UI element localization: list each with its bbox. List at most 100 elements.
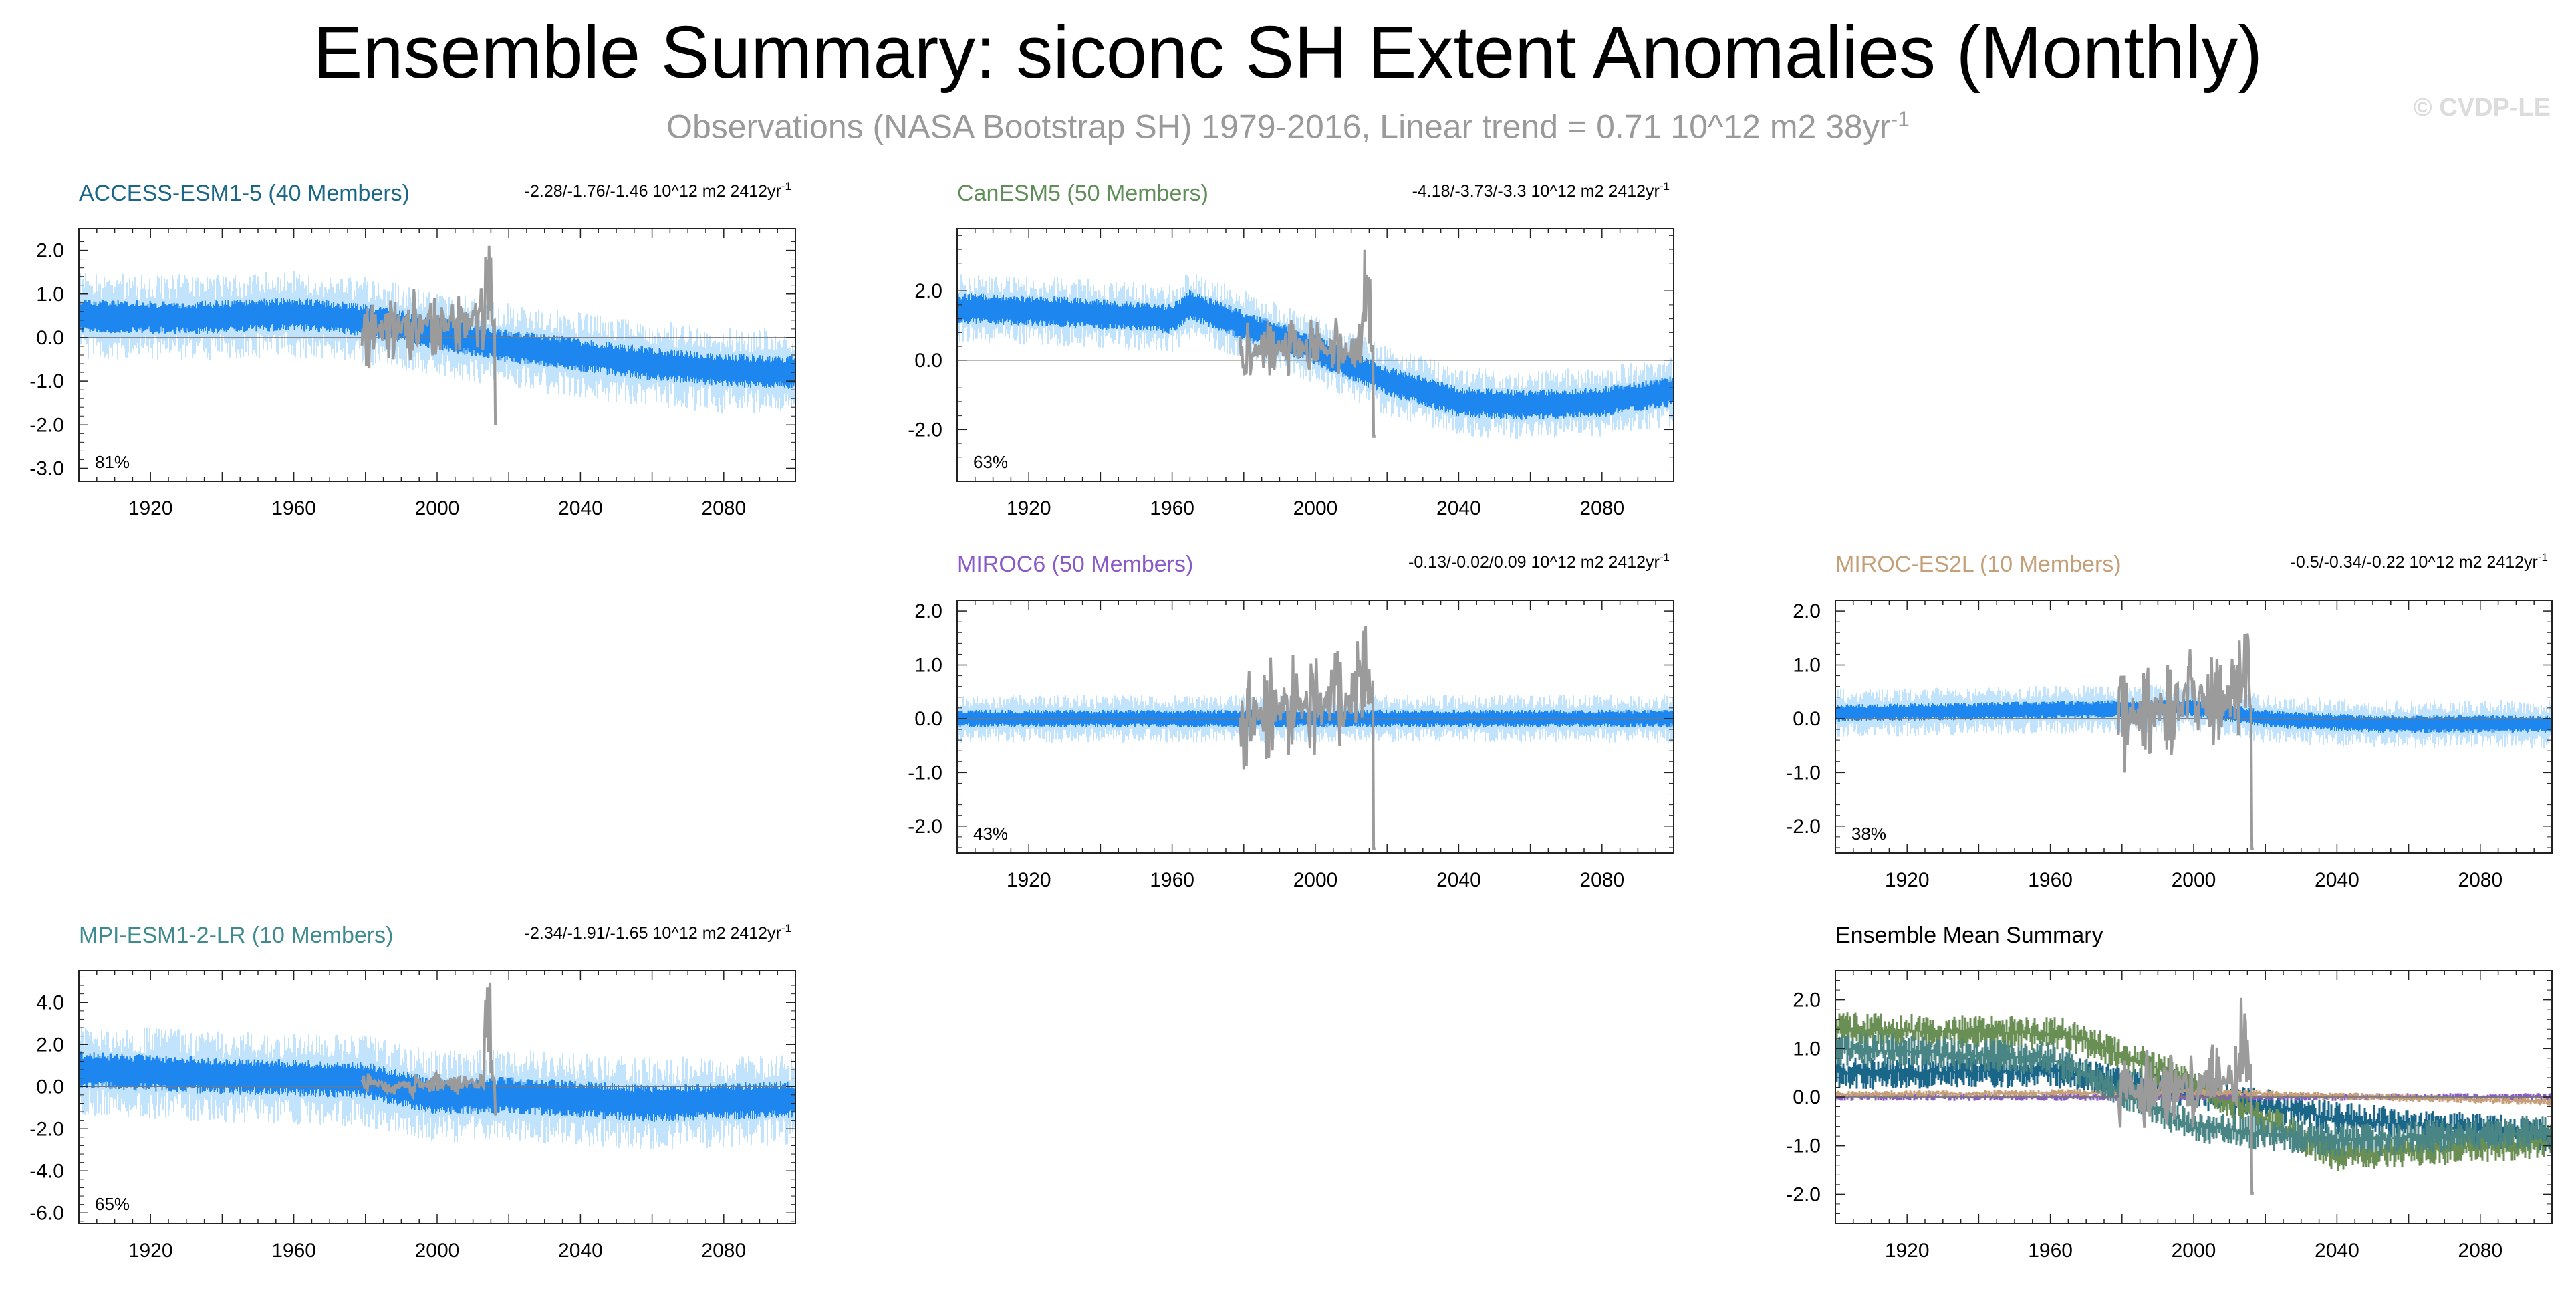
observations-line [360,245,497,425]
x-tick-label: 2080 [701,1240,746,1262]
chart-title: MIROC-ES2L (10 Members) [1835,552,2121,577]
page-subtitle: Observations (NASA Bootstrap SH) 1979-20… [0,99,2576,147]
y-tick-label: 2.0 [914,280,942,302]
plot-area [957,626,1674,850]
chart-mirocesl: 1920 1960 2000 2040 2080 2.0 1.0 0.0 -1.0 -2.0 MIR… [1786,551,2553,891]
observations-line [2117,997,2254,1195]
x-tick-label: 1920 [128,497,173,519]
x-tick-label: 2040 [558,497,603,519]
corner-percent-label: 81% [95,452,130,472]
y-tick-label: -1.0 [1786,1135,1821,1157]
x-tick-label: 1960 [1150,869,1194,891]
x-tick-label: 2000 [1293,497,1338,519]
x-tick-label: 1960 [2028,869,2073,891]
ensemble-band [79,1051,795,1122]
x-tick-label: 2040 [2315,1240,2359,1262]
observations-line [1239,249,1376,438]
y-tick-label: -1.0 [1786,761,1821,784]
corner-percent-label: 65% [95,1194,130,1214]
plot-area [957,249,1674,439]
trend-label-text: -0.13/-0.02/0.09 10^12 m2 2412yr [1408,553,1660,572]
y-tick-label: 0.0 [36,1076,64,1098]
y-tick-label: 1.0 [1793,1038,1821,1060]
plot-area [79,245,795,425]
x-tick-label: 1960 [2028,1240,2073,1262]
trend-label: -4.18/-3.73/-3.3 10^12 m2 2412yr-1 [1412,180,1670,201]
y-tick-label: -2.0 [1786,1183,1821,1205]
x-tick-label: 2000 [2172,1240,2216,1262]
plot-area [79,982,795,1149]
y-tick-label: 2.0 [36,1034,64,1056]
x-tick-label: 1960 [1150,497,1194,519]
chart-title: ACCESS-ESM1-5 (40 Members) [79,181,410,206]
x-tick-label: 2080 [2458,869,2502,891]
y-tick-label: 2.0 [914,600,942,622]
y-tick-label: 1.0 [36,283,64,306]
x-tick-label: 1960 [271,497,316,519]
trend-label: -2.34/-1.91/-1.65 10^12 m2 2412yr-1 [525,922,791,943]
trend-label-text: -4.18/-3.73/-3.3 10^12 m2 2412yr [1412,182,1660,201]
x-tick-label: 2000 [1293,869,1338,891]
trend-label-exponent: -1 [781,180,791,193]
y-tick-label: 0.0 [1793,708,1821,730]
y-tick-label: 1.0 [1793,655,1821,677]
y-tick-label: 0.0 [914,350,942,372]
y-tick-label: -2.0 [908,419,942,441]
x-tick-label: 1920 [1885,1240,1930,1262]
observations-line [2117,633,2254,850]
ensemble-band [957,289,1674,420]
trend-label-text: -2.34/-1.91/-1.65 10^12 m2 2412yr [525,924,781,943]
y-tick-label: 2.0 [1793,989,1821,1012]
observations-line [360,982,497,1116]
y-tick-label: 1.0 [914,655,942,677]
chart-miroc6: 1920 1960 2000 2040 2080 2.0 1.0 0.0 -1.0 -2.0 MIR… [908,551,1674,891]
corner-percent-label: 63% [973,452,1008,472]
y-tick-label: -4.0 [29,1160,64,1182]
plot-area [1835,997,2552,1195]
y-tick-label: -2.0 [1786,816,1821,838]
y-tick-label: -2.0 [29,1118,64,1140]
chart-ensmean: 1920 1960 2000 2040 2080 2.0 1.0 0.0 -1.0 -2.0 Ens… [1786,923,2553,1262]
x-tick-label: 1920 [1885,869,1930,891]
chart-title: Ensemble Mean Summary [1835,923,2103,948]
x-tick-label: 2040 [1436,497,1481,519]
page-title: Ensemble Summary: siconc SH Extent Anoma… [313,11,2263,94]
x-tick-label: 2080 [1579,869,1624,891]
y-tick-label: -1.0 [29,370,64,392]
series-mpi-esm1-2-lr [1835,1033,2552,1157]
y-tick-label: -2.0 [908,816,942,838]
y-tick-label: 0.0 [36,327,64,349]
y-tick-label: -6.0 [29,1202,64,1224]
chart-title: CanESM5 (50 Members) [957,181,1208,206]
trend-label-exponent: -1 [781,922,791,935]
y-tick-label: 2.0 [36,240,64,262]
trend-label-exponent: -1 [2538,551,2548,564]
x-tick-label: 2040 [1436,869,1481,891]
chart-mpi: 1920 1960 2000 2040 2080 4.0 2.0 0.0 -2.0 -4.0 -6.… [29,922,796,1262]
x-tick-label: 2000 [2172,869,2216,891]
x-tick-label: 1960 [271,1240,316,1262]
trend-label-exponent: -1 [1660,551,1670,564]
trend-label: -0.13/-0.02/0.09 10^12 m2 2412yr-1 [1408,551,1670,572]
y-tick-label: -3.0 [29,457,64,479]
x-tick-label: 2080 [1579,497,1624,519]
x-tick-label: 1920 [128,1240,173,1262]
trend-label-exponent: -1 [1660,180,1670,193]
subtitle-text: Observations (NASA Bootstrap SH) 1979-20… [666,108,1891,146]
x-tick-label: 1920 [1007,869,1051,891]
trend-label: -0.5/-0.34/-0.22 10^12 m2 2412yr-1 [2291,551,2548,572]
chart-canesm: 1920 1960 2000 2040 2080 2.0 0.0 -2.0 CanESM5 (5… [908,180,1674,519]
trend-label-text: -2.28/-1.76/-1.46 10^12 m2 2412yr [525,182,781,201]
x-tick-label: 2000 [415,497,460,519]
x-tick-label: 2080 [701,497,746,519]
y-tick-label: 2.0 [1793,600,1821,622]
x-tick-label: 2000 [415,1240,460,1262]
corner-percent-label: 38% [1851,824,1886,844]
trend-label-text: -0.5/-0.34/-0.22 10^12 m2 2412yr [2291,553,2538,572]
corner-percent-label: 43% [973,824,1008,844]
y-tick-label: 4.0 [36,991,64,1014]
subtitle-exponent: -1 [1890,107,1910,131]
y-tick-label: -1.0 [908,761,942,784]
trend-label: -2.28/-1.76/-1.46 10^12 m2 2412yr-1 [525,180,791,201]
y-tick-label: 0.0 [914,708,942,730]
